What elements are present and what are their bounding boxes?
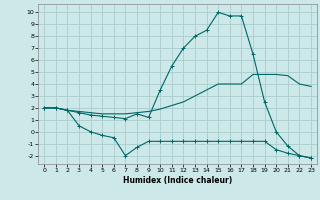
X-axis label: Humidex (Indice chaleur): Humidex (Indice chaleur) bbox=[123, 176, 232, 185]
